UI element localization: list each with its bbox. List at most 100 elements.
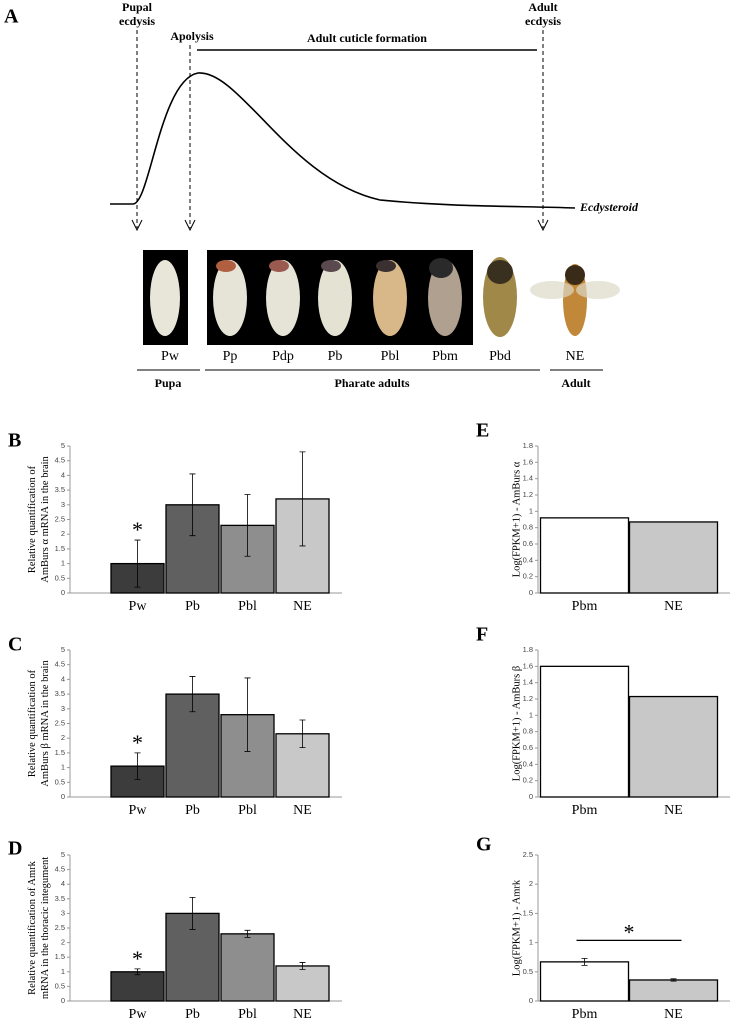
- y-tick-label: 0.5: [55, 981, 65, 990]
- x-tick-label: NE: [664, 803, 683, 818]
- panel-a: A Pupal ecdysis Apolysis Adult cuticle f…: [4, 0, 639, 390]
- y-tick-label: 3.5: [55, 689, 65, 698]
- y-tick-label: 0.4: [523, 555, 533, 564]
- error-bar: [189, 896, 196, 930]
- y-tick-label: 1.8: [523, 441, 533, 450]
- y-tick-label: 0.6: [523, 539, 533, 548]
- bar: [110, 971, 165, 1002]
- x-tick-label: NE: [293, 599, 312, 614]
- y-tick-label: 2: [61, 529, 65, 538]
- group-label: Adult: [561, 376, 590, 390]
- y-tick-label: 1: [61, 559, 65, 568]
- pupae: [150, 257, 620, 337]
- group-label: Pharate adults: [335, 376, 410, 390]
- y-tick-label: 2: [61, 733, 65, 742]
- y-tick-label: 2.5: [55, 923, 65, 932]
- x-tick-label: NE: [664, 599, 683, 614]
- stage-labels: Pw Pp Pdp Pb Pbl Pbm Pbd NE: [161, 349, 584, 364]
- error-bar: [581, 957, 588, 966]
- bar: [628, 695, 719, 798]
- y-tick-label: 0: [61, 588, 65, 597]
- panel-label: B: [8, 430, 21, 452]
- x-tick-label: Pw: [129, 1007, 148, 1018]
- y-tick-label: 0.5: [55, 573, 65, 582]
- error-bar: [299, 451, 306, 547]
- y-tick-label: 1.4: [523, 474, 533, 483]
- y-tick-label: 0: [61, 996, 65, 1005]
- stage-label: NE: [566, 349, 585, 364]
- event-label: Apolysis: [170, 29, 214, 43]
- panel-label: C: [8, 634, 22, 656]
- bar: [628, 979, 719, 1002]
- y-tick-label: 1.5: [55, 748, 65, 757]
- y-tick-label: 1.2: [523, 694, 533, 703]
- error-bar: [134, 968, 141, 976]
- arrowheads: [131, 219, 549, 232]
- y-tick-label: 0.2: [523, 572, 533, 581]
- x-tick-label: Pb: [185, 1007, 200, 1018]
- bar: [539, 517, 630, 594]
- y-tick-label: 0: [529, 996, 533, 1005]
- y-tick-label: 2.5: [523, 850, 533, 859]
- error-bar: [134, 752, 141, 780]
- x-tick-label: Pbm: [572, 599, 598, 614]
- stage-label: Pb: [328, 349, 343, 364]
- error-bar: [189, 473, 196, 537]
- error-bar: [244, 677, 251, 752]
- y-tick-label: 1: [529, 506, 533, 515]
- x-tick-label: Pb: [185, 599, 200, 614]
- error-bar: [244, 494, 251, 557]
- y-tick-label: 1: [529, 710, 533, 719]
- y-tick-label: 0: [529, 792, 533, 801]
- y-tick-label: 3: [61, 500, 65, 509]
- y-tick-label: 5: [61, 645, 65, 654]
- panel-label: F: [476, 624, 488, 646]
- y-tick-label: 1: [61, 967, 65, 976]
- bar: [628, 521, 719, 594]
- y-tick-label: 1.5: [55, 544, 65, 553]
- stage-label: Pdp: [272, 349, 294, 364]
- y-axis-label: Relative quantification of: [27, 669, 38, 777]
- bar: [275, 965, 330, 1002]
- y-tick-label: 2: [529, 879, 533, 888]
- y-tick-label: 0.5: [523, 967, 533, 976]
- event-label: Pupal: [122, 0, 153, 14]
- y-tick-label: 0.8: [523, 523, 533, 532]
- y-axis-label: AmBurs β mRNA in the brain: [40, 660, 51, 787]
- y-tick-label: 1.5: [523, 908, 533, 917]
- stage-label: Pbl: [381, 349, 400, 364]
- stage-label: Pbm: [432, 349, 458, 364]
- bar: [220, 933, 275, 1002]
- significance: *: [624, 919, 635, 944]
- panel-label: A: [4, 6, 19, 28]
- y-axis-label: AmBurs α mRNA in the brain: [40, 455, 51, 582]
- bar: [539, 961, 630, 1002]
- y-axis-label: Relative quantification of: [27, 465, 38, 573]
- y-tick-label: 0.5: [55, 777, 65, 786]
- x-tick-label: Pbl: [238, 1007, 257, 1018]
- y-tick-label: 4.5: [55, 660, 65, 669]
- significance: *: [132, 730, 143, 755]
- bar: [539, 665, 630, 798]
- y-tick-label: 0.6: [523, 743, 533, 752]
- y-tick-label: 1.6: [523, 457, 533, 466]
- ecdysteroid-curve: [110, 72, 576, 209]
- panel-label: D: [8, 838, 22, 860]
- event-label: ecdysis: [525, 14, 561, 28]
- y-tick-label: 3.5: [55, 894, 65, 903]
- x-tick-label: Pbl: [238, 803, 257, 818]
- x-tick-label: Pw: [129, 599, 148, 614]
- y-tick-label: 5: [61, 850, 65, 859]
- curve-label: Ecdysteroid: [579, 200, 639, 214]
- error-bar: [134, 539, 141, 588]
- y-tick-label: 0: [529, 588, 533, 597]
- error-bar: [244, 929, 251, 938]
- y-tick-label: 1: [61, 763, 65, 772]
- y-tick-label: 3.5: [55, 485, 65, 494]
- y-tick-label: 4: [61, 674, 65, 683]
- significance: *: [132, 946, 143, 971]
- y-axis-label: Relative quantification of Amrk: [27, 860, 38, 995]
- y-tick-label: 3: [61, 908, 65, 917]
- error-bar: [189, 676, 196, 713]
- y-tick-label: 2: [61, 938, 65, 947]
